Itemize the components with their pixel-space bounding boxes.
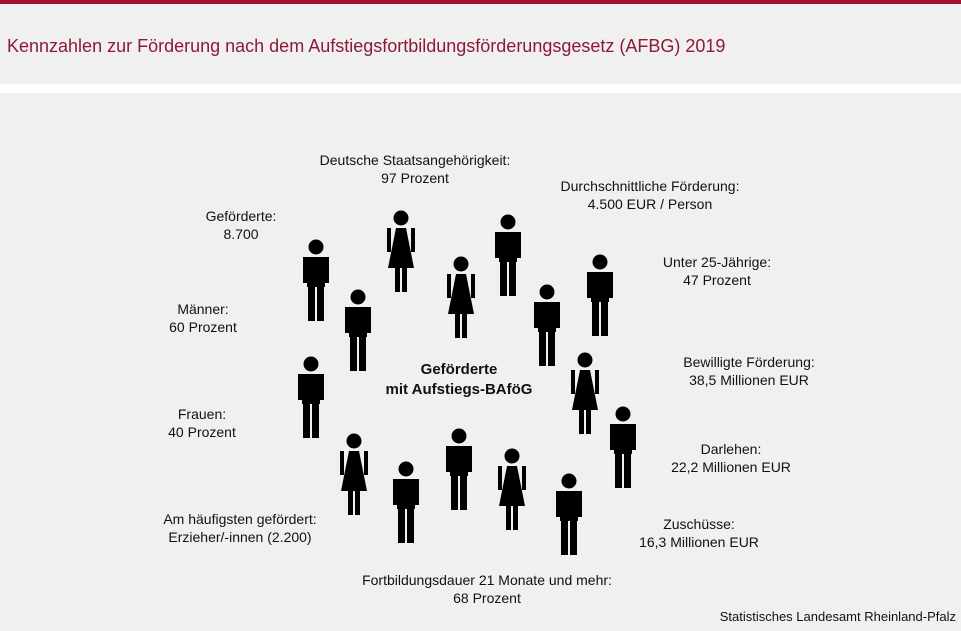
stat-label: Frauen: bbox=[177, 406, 227, 422]
male-person-icon bbox=[495, 214, 521, 296]
male-person-icon bbox=[587, 254, 613, 336]
male-person-icon bbox=[610, 406, 636, 488]
male-person-icon bbox=[298, 356, 324, 438]
source-credit: Statistisches Landesamt Rheinland-Pfalz bbox=[719, 609, 956, 624]
infographic-area bbox=[0, 93, 961, 631]
header: Kennzahlen zur Förderung nach dem Aufsti… bbox=[0, 4, 961, 84]
stat-under-25: Unter 25-Jährige: 47 Prozent bbox=[663, 253, 771, 289]
stat-label: Männer: bbox=[177, 301, 229, 317]
stat-training-duration: Fortbildungsdauer 21 Monate und mehr: 68… bbox=[362, 571, 612, 607]
stat-label: Durchschnittliche Förderung: bbox=[560, 178, 740, 194]
stat-label: Unter 25-Jährige: bbox=[662, 254, 772, 270]
stat-value: 97 Prozent bbox=[381, 170, 449, 186]
stat-value: 40 Prozent bbox=[168, 424, 236, 440]
center-caption: Geförderte mit Aufstiegs-BAföG bbox=[386, 360, 533, 400]
stat-nationality: Deutsche Staatsangehörigkeit: 97 Prozent bbox=[320, 151, 511, 187]
stat-value: Erzieher/-innen (2.200) bbox=[168, 529, 312, 545]
stat-value: 68 Prozent bbox=[453, 590, 521, 606]
stat-value: 8.700 bbox=[223, 226, 259, 242]
stat-value: 38,5 Millionen EUR bbox=[689, 372, 809, 388]
top-accent-bar bbox=[0, 0, 961, 4]
stat-label: Fortbildungsdauer 21 Monate und mehr: bbox=[362, 572, 612, 588]
female-person-icon bbox=[447, 256, 475, 338]
stat-funded-total: Geförderte: 8.700 bbox=[206, 207, 277, 243]
female-person-icon bbox=[571, 352, 599, 434]
male-person-icon bbox=[345, 289, 371, 371]
stat-value: 47 Prozent bbox=[683, 272, 751, 288]
stat-approved-funding: Bewilligte Förderung: 38,5 Millionen EUR bbox=[683, 353, 815, 389]
female-person-icon bbox=[498, 448, 526, 530]
center-line-2: mit Aufstiegs-BAföG bbox=[385, 381, 533, 398]
stat-label: Darlehen: bbox=[700, 441, 762, 457]
stat-women: Frauen: 40 Prozent bbox=[168, 405, 236, 441]
stat-label: Am häufigsten gefördert: bbox=[163, 511, 317, 527]
stat-value: 4.500 EUR / Person bbox=[587, 196, 713, 212]
stat-average-funding: Durchschnittliche Förderung: 4.500 EUR /… bbox=[561, 177, 740, 213]
male-person-icon bbox=[556, 473, 582, 555]
divider bbox=[0, 84, 961, 93]
page-title: Kennzahlen zur Förderung nach dem Aufsti… bbox=[7, 36, 726, 56]
stat-loans: Darlehen: 22,2 Millionen EUR bbox=[671, 440, 791, 476]
stat-value: 60 Prozent bbox=[169, 319, 237, 335]
center-line-1: Geförderte bbox=[420, 361, 498, 378]
male-person-icon bbox=[303, 239, 329, 321]
stat-label: Bewilligte Förderung: bbox=[683, 354, 815, 370]
stat-value: 22,2 Millionen EUR bbox=[671, 459, 791, 475]
male-person-icon bbox=[446, 428, 472, 510]
male-person-icon bbox=[534, 284, 560, 366]
stat-label: Deutsche Staatsangehörigkeit: bbox=[319, 152, 511, 168]
male-person-icon bbox=[393, 461, 419, 543]
stat-label: Zuschüsse: bbox=[663, 516, 735, 532]
female-person-icon bbox=[340, 433, 368, 515]
stat-men: Männer: 60 Prozent bbox=[169, 300, 237, 336]
female-person-icon bbox=[387, 210, 415, 292]
stat-value: 16,3 Millionen EUR bbox=[639, 534, 759, 550]
stat-label: Geförderte: bbox=[205, 208, 277, 224]
stat-grants: Zuschüsse: 16,3 Millionen EUR bbox=[639, 515, 759, 551]
stat-most-funded: Am häufigsten gefördert: Erzieher/-innen… bbox=[163, 510, 316, 546]
